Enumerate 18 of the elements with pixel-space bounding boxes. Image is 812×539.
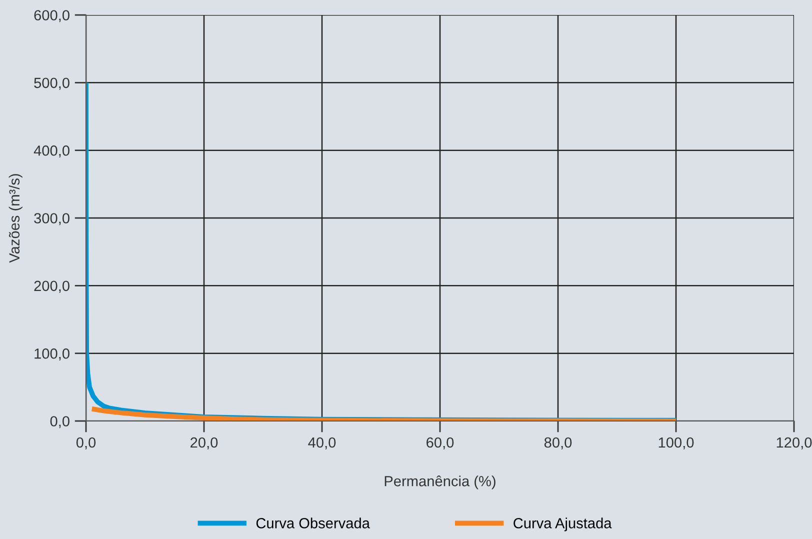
- y-tick-label: 400,0: [34, 145, 70, 158]
- y-tick-label: 300,0: [34, 213, 70, 226]
- x-tick-label: 20,0: [190, 437, 218, 450]
- x-tick-label: 80,0: [544, 437, 572, 450]
- x-tick-label: 100,0: [658, 437, 694, 450]
- y-axis-title: Vazões (m³/s): [8, 174, 22, 263]
- y-tick-label: 200,0: [34, 280, 70, 293]
- x-axis-title: Permanência (%): [384, 476, 496, 490]
- y-tick-label: 100,0: [34, 348, 70, 360]
- y-tick-label: 0,0: [50, 416, 70, 428]
- x-tick-label: 120,0: [776, 437, 812, 450]
- legend-label: Curva Ajustada: [514, 518, 612, 532]
- x-tick-label: 40,0: [308, 437, 336, 450]
- y-tick-label: 500,0: [34, 78, 70, 90]
- x-tick-label: 60,0: [426, 437, 454, 450]
- y-tick-label: 600,0: [34, 10, 70, 22]
- legend-label: Curva Observada: [256, 518, 370, 528]
- x-tick-label: 0,0: [76, 437, 96, 450]
